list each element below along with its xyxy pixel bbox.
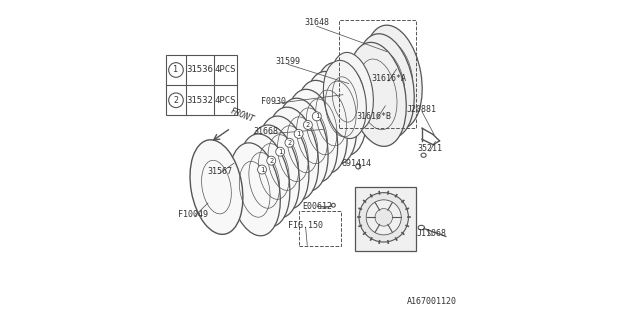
Ellipse shape	[375, 209, 392, 226]
Ellipse shape	[356, 34, 414, 138]
Ellipse shape	[359, 193, 408, 242]
Text: 31616*A: 31616*A	[371, 74, 406, 83]
Ellipse shape	[330, 52, 373, 131]
Circle shape	[312, 112, 321, 121]
Text: E00612: E00612	[302, 202, 332, 211]
Text: F0930: F0930	[261, 97, 286, 106]
Ellipse shape	[364, 25, 422, 129]
Circle shape	[169, 93, 183, 108]
Text: 2: 2	[287, 140, 292, 146]
Ellipse shape	[366, 200, 401, 235]
Ellipse shape	[248, 125, 300, 218]
Text: 4PCS: 4PCS	[215, 66, 236, 75]
Ellipse shape	[229, 143, 280, 236]
Text: 1: 1	[315, 113, 319, 119]
Ellipse shape	[323, 60, 366, 139]
Text: 31532: 31532	[186, 96, 213, 105]
Text: FIG.150: FIG.150	[288, 221, 323, 230]
Text: 1: 1	[296, 131, 301, 137]
Ellipse shape	[277, 98, 328, 191]
Text: A167001120: A167001120	[406, 297, 456, 306]
Ellipse shape	[305, 71, 357, 164]
Ellipse shape	[190, 140, 243, 234]
Bar	[300, 211, 340, 246]
Circle shape	[267, 156, 276, 165]
Text: 31616*B: 31616*B	[356, 113, 392, 122]
Text: 4PCS: 4PCS	[215, 96, 236, 105]
Text: 31599: 31599	[276, 57, 301, 66]
Text: 31648: 31648	[304, 19, 330, 28]
Text: J11068: J11068	[417, 229, 447, 238]
Ellipse shape	[315, 62, 366, 156]
Text: 2: 2	[306, 122, 310, 128]
Text: 2: 2	[269, 158, 273, 164]
Text: 1: 1	[260, 166, 264, 172]
Text: 2: 2	[173, 96, 179, 105]
Ellipse shape	[239, 134, 290, 227]
Text: 31536: 31536	[186, 66, 213, 75]
Ellipse shape	[296, 80, 348, 173]
Circle shape	[257, 165, 266, 174]
Circle shape	[285, 138, 294, 147]
Circle shape	[169, 63, 183, 77]
Text: FRONT: FRONT	[229, 107, 256, 124]
Text: 31567: 31567	[207, 167, 232, 176]
Text: 31668: 31668	[253, 127, 278, 136]
Circle shape	[303, 121, 312, 129]
Text: G91414: G91414	[342, 159, 372, 168]
Ellipse shape	[348, 42, 406, 146]
Bar	[166, 55, 237, 116]
Ellipse shape	[286, 89, 338, 182]
Ellipse shape	[258, 116, 309, 209]
Bar	[339, 20, 415, 128]
Text: 1: 1	[278, 149, 282, 155]
Text: 35211: 35211	[417, 144, 442, 153]
Ellipse shape	[268, 107, 319, 200]
Text: J20881: J20881	[407, 105, 437, 114]
Bar	[355, 187, 415, 251]
Text: F10049: F10049	[177, 210, 207, 219]
Circle shape	[276, 147, 285, 156]
Text: 1: 1	[173, 66, 179, 75]
Circle shape	[294, 129, 303, 138]
